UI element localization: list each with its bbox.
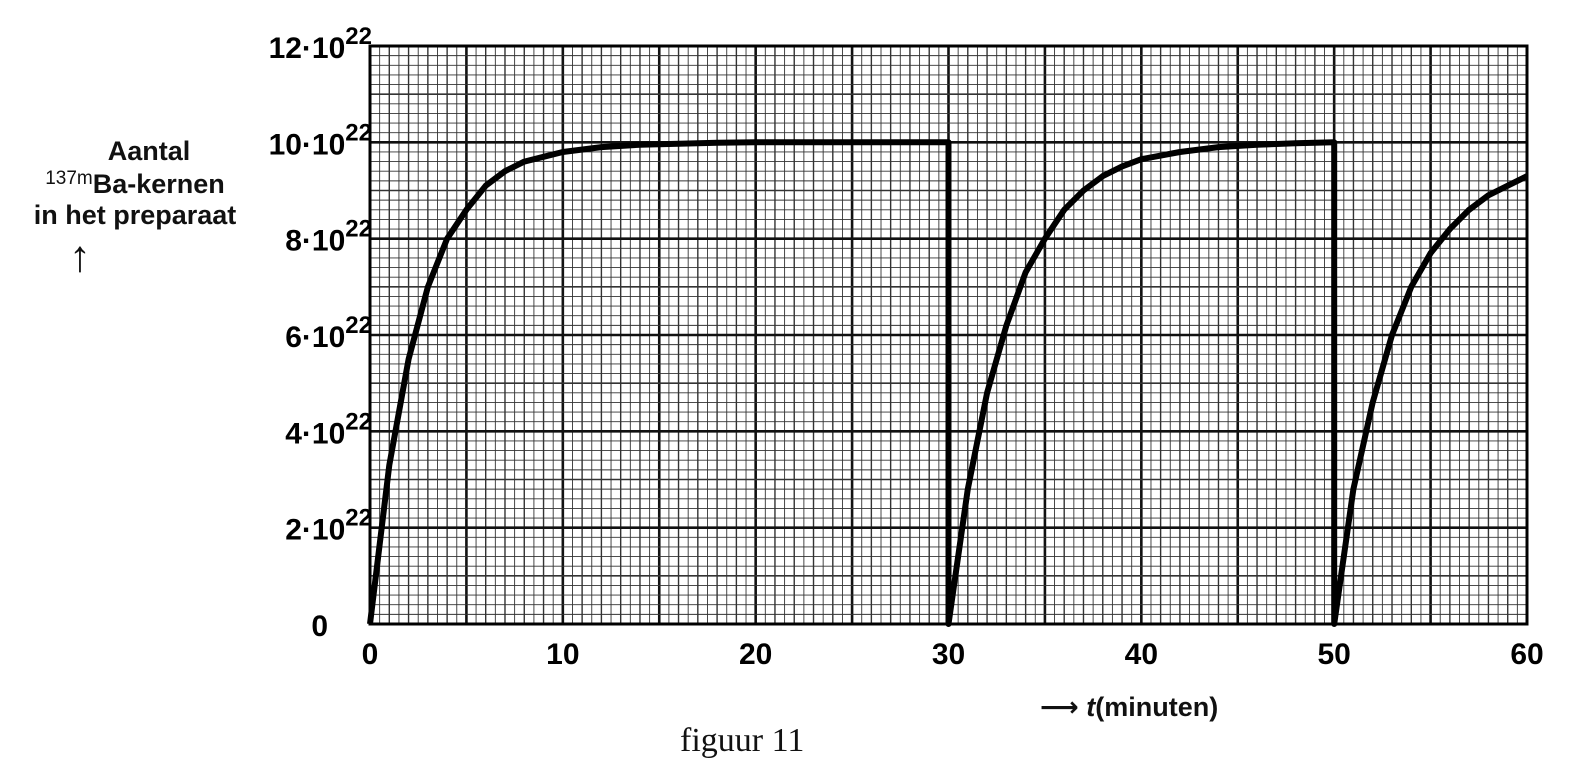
y-tick-label: 6·1022 (285, 312, 372, 354)
y-tick-label: 2·1022 (285, 505, 372, 547)
y-tick-label: 12·1022 (269, 23, 372, 65)
y-axis-label-superscript: 137m (45, 168, 93, 189)
y-axis-arrow-icon: ↑ (69, 232, 91, 281)
figure-caption: figuur 11 (680, 722, 805, 759)
x-tick-label: 60 (1510, 638, 1543, 671)
x-tick-label: 50 (1317, 638, 1350, 671)
y-axis-label-line2: Ba-kernen (92, 169, 225, 199)
data-series-line (367, 139, 1529, 627)
x-tick-label: 20 (739, 638, 772, 671)
x-tick-label: 0 (362, 638, 379, 671)
x-axis-variable: t (1086, 692, 1096, 722)
x-axis-arrow-icon: ⟶ (1040, 692, 1079, 722)
x-axis-unit: (minuten) (1095, 692, 1219, 722)
y-axis-label: Aantal 137mBa-kernen in het preparaat ↑ (20, 138, 250, 279)
y-axis-label-line3: in het preparaat (33, 200, 237, 230)
y-tick-label: 8·1022 (285, 216, 372, 258)
y-tick-label: 4·1022 (285, 408, 372, 450)
x-tick-label: 40 (1125, 638, 1158, 671)
x-tick-label: 30 (932, 638, 965, 671)
x-axis-label: ⟶ t(minuten) (1040, 692, 1218, 723)
x-tick-label: 10 (546, 638, 579, 671)
y-tick-label: 0 (311, 610, 328, 643)
y-tick-label: 10·1022 (269, 119, 372, 161)
y-axis-label-line1: Aantal (107, 136, 191, 166)
